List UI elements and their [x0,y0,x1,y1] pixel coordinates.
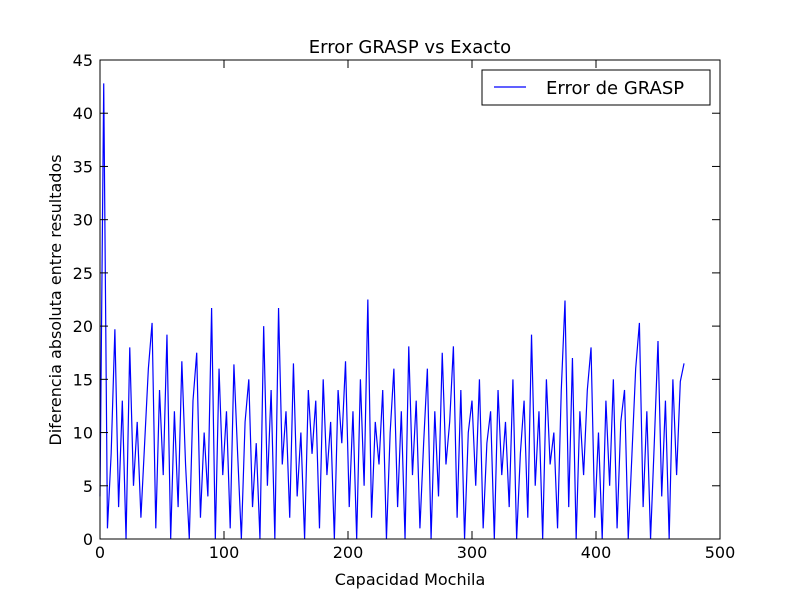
y-tick-label: 10 [73,424,93,443]
x-tick-label: 300 [457,543,488,562]
y-tick-label: 45 [73,51,93,70]
x-tick-label: 500 [705,543,736,562]
x-tick-label: 200 [333,543,364,562]
x-tick-label: 100 [209,543,240,562]
y-tick-label: 5 [83,477,93,496]
y-axis-label: Diferencia absoluta entre resultados [46,154,65,445]
data-line [99,83,685,540]
y-tick-label: 0 [83,530,93,549]
y-tick-label: 15 [73,370,93,389]
y-tick-label: 40 [73,104,93,123]
chart-title: Error GRASP vs Exacto [309,37,511,58]
x-tick-label: 0 [95,543,105,562]
y-tick-label: 25 [73,264,93,283]
x-axis-label: Capacidad Mochila [335,570,486,589]
plot-frame [99,59,721,540]
x-tick-label: 400 [581,543,612,562]
legend-label: Error de GRASP [546,78,684,99]
y-tick-label: 30 [73,211,93,230]
y-tick-label: 20 [73,317,93,336]
y-tick-label: 35 [73,157,93,176]
